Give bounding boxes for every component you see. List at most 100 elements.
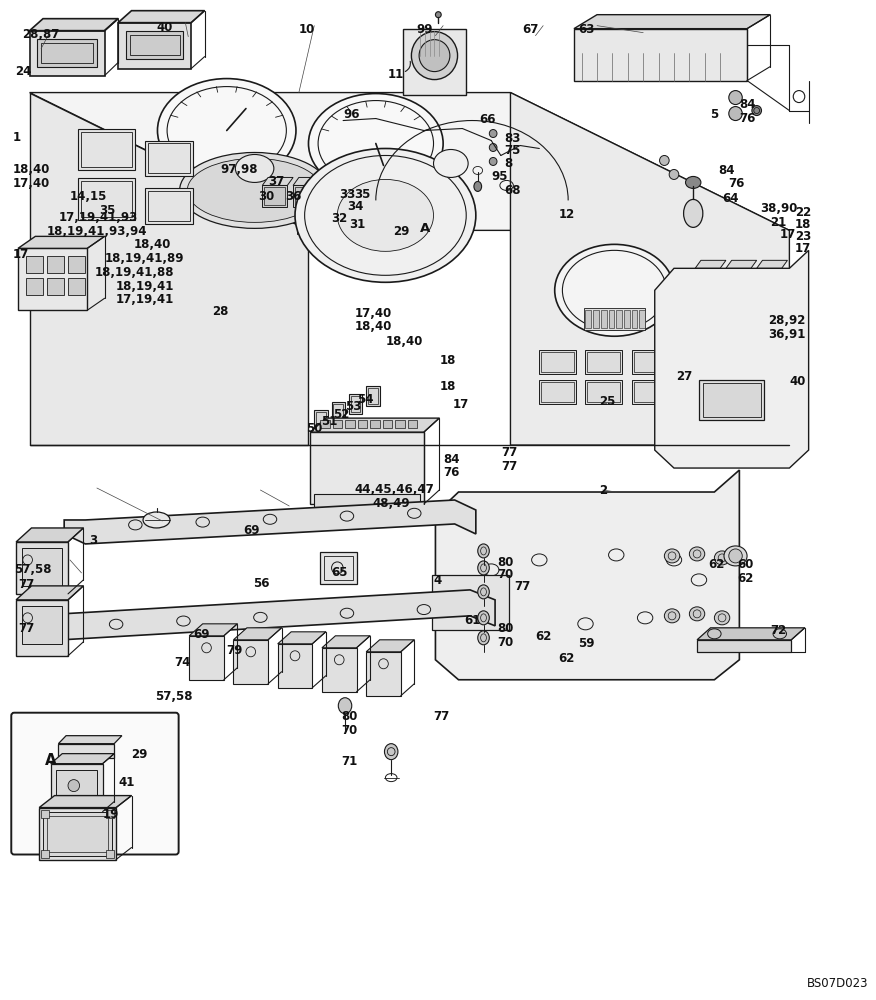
Text: 84: 84 xyxy=(443,453,460,466)
Bar xyxy=(632,350,668,374)
Bar xyxy=(107,810,114,818)
Bar xyxy=(696,268,720,288)
Text: 17,40: 17,40 xyxy=(12,177,49,190)
Text: 75: 75 xyxy=(505,144,521,157)
Text: 10: 10 xyxy=(299,23,315,36)
Text: 60: 60 xyxy=(738,558,754,571)
FancyBboxPatch shape xyxy=(11,713,179,855)
Ellipse shape xyxy=(689,547,705,561)
Polygon shape xyxy=(234,628,281,640)
Bar xyxy=(234,640,268,684)
Bar xyxy=(540,350,576,374)
Polygon shape xyxy=(696,286,726,294)
Polygon shape xyxy=(16,586,83,600)
Bar xyxy=(46,816,109,852)
Bar xyxy=(593,310,599,328)
Bar xyxy=(320,420,329,428)
Ellipse shape xyxy=(434,149,468,177)
Ellipse shape xyxy=(338,698,352,714)
Text: 17,19,41,93: 17,19,41,93 xyxy=(59,211,138,224)
Bar xyxy=(624,310,630,328)
Text: 25: 25 xyxy=(599,395,615,408)
Bar xyxy=(366,386,379,406)
Bar xyxy=(324,185,349,207)
Bar xyxy=(41,850,49,858)
Bar xyxy=(56,770,97,806)
Ellipse shape xyxy=(158,79,296,182)
Ellipse shape xyxy=(714,551,730,565)
Bar xyxy=(585,310,591,328)
Bar xyxy=(541,382,574,402)
Polygon shape xyxy=(39,796,131,808)
Text: 21: 21 xyxy=(770,216,787,229)
Bar xyxy=(432,575,509,630)
Bar xyxy=(265,187,286,205)
Text: 57,58: 57,58 xyxy=(154,690,192,703)
Text: 61: 61 xyxy=(464,614,481,627)
Polygon shape xyxy=(366,640,414,652)
Bar xyxy=(107,850,114,858)
Text: 23: 23 xyxy=(795,230,811,243)
Text: 77: 77 xyxy=(434,710,449,723)
Text: 95: 95 xyxy=(491,170,508,183)
Text: 34: 34 xyxy=(347,200,364,213)
Polygon shape xyxy=(59,736,122,744)
Polygon shape xyxy=(696,260,726,268)
Bar xyxy=(601,310,607,328)
Ellipse shape xyxy=(337,179,434,251)
Text: 28,87: 28,87 xyxy=(22,28,60,41)
Text: 77: 77 xyxy=(514,580,531,593)
Bar xyxy=(697,640,791,652)
Bar xyxy=(59,744,114,758)
Ellipse shape xyxy=(683,199,703,227)
Ellipse shape xyxy=(689,607,705,621)
Bar xyxy=(588,382,620,402)
Text: 28: 28 xyxy=(212,305,229,318)
Bar xyxy=(392,214,413,232)
Ellipse shape xyxy=(477,544,490,558)
Text: 40: 40 xyxy=(789,375,806,388)
Bar xyxy=(333,420,343,428)
Bar xyxy=(148,191,190,221)
Text: 32: 32 xyxy=(331,212,348,225)
Bar xyxy=(78,178,136,220)
Ellipse shape xyxy=(490,143,497,151)
Text: 24: 24 xyxy=(15,65,32,78)
Polygon shape xyxy=(16,528,83,542)
Text: 35: 35 xyxy=(99,204,115,217)
Bar xyxy=(616,310,622,328)
Bar xyxy=(189,636,224,680)
Text: 63: 63 xyxy=(578,23,594,36)
Text: 77: 77 xyxy=(501,446,517,459)
Ellipse shape xyxy=(435,12,442,18)
Text: 28,92: 28,92 xyxy=(768,314,806,327)
Polygon shape xyxy=(757,260,788,268)
Text: 4: 4 xyxy=(434,574,442,587)
Text: 64: 64 xyxy=(722,192,738,205)
Ellipse shape xyxy=(729,107,742,121)
Text: 17: 17 xyxy=(453,398,469,411)
Bar xyxy=(678,380,714,404)
Polygon shape xyxy=(355,177,385,185)
Ellipse shape xyxy=(474,181,482,191)
Text: 62: 62 xyxy=(535,630,552,643)
Bar xyxy=(38,39,97,67)
Bar xyxy=(355,185,379,207)
Text: 18,19,41: 18,19,41 xyxy=(117,280,174,293)
Text: 77: 77 xyxy=(501,460,517,473)
Bar xyxy=(130,35,180,55)
Text: 18,40: 18,40 xyxy=(385,335,423,348)
Ellipse shape xyxy=(477,631,490,645)
Text: 17,19,41: 17,19,41 xyxy=(117,293,174,306)
Bar xyxy=(297,212,322,234)
Ellipse shape xyxy=(385,744,398,760)
Text: 67: 67 xyxy=(522,23,539,36)
Text: 83: 83 xyxy=(505,132,521,145)
Text: 68: 68 xyxy=(505,184,521,197)
Ellipse shape xyxy=(308,94,443,193)
Polygon shape xyxy=(118,11,205,23)
Bar xyxy=(358,212,384,234)
Text: 2: 2 xyxy=(599,484,607,497)
Polygon shape xyxy=(420,204,451,212)
Bar xyxy=(357,187,378,205)
